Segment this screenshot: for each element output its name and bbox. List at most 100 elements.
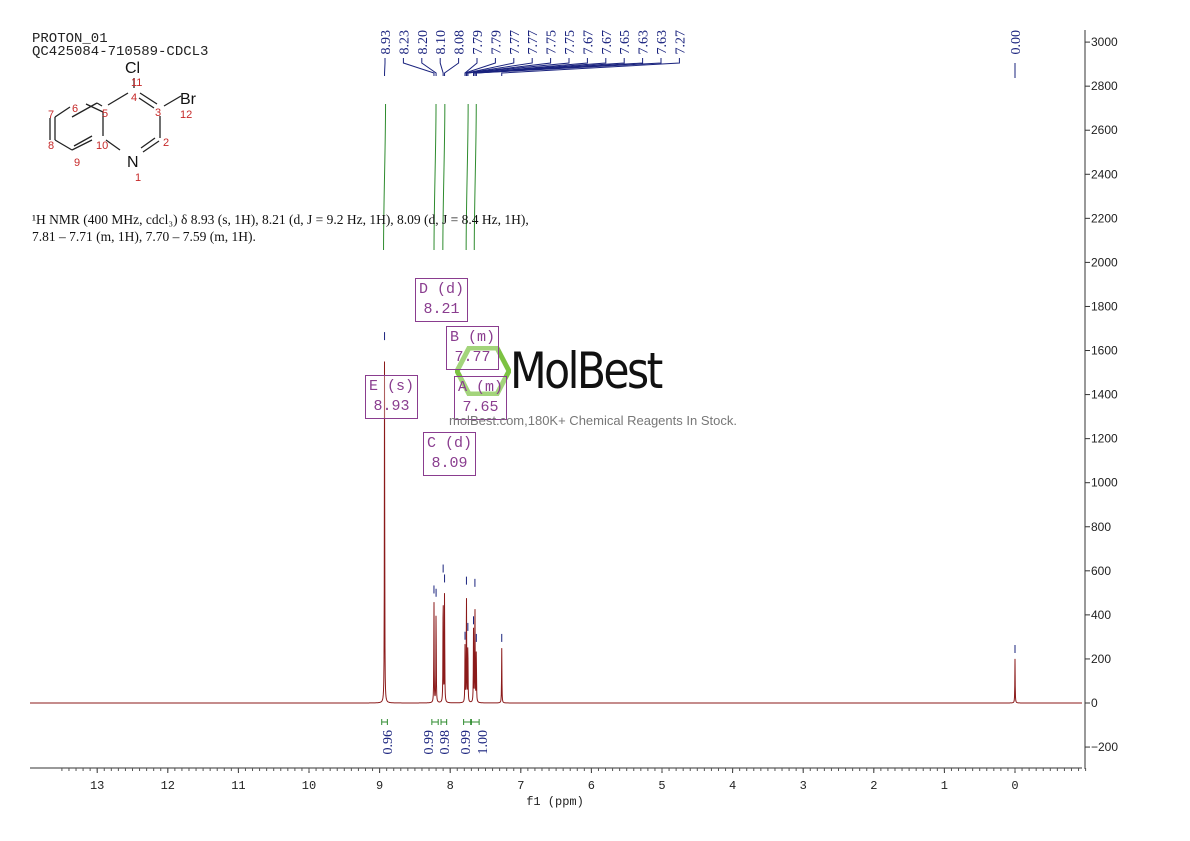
peak-label: 7.77 [508,30,523,55]
peak-label: 7.63 [655,30,670,55]
x-tick-label: 7 [517,779,524,793]
x-axis-title: f1 (ppm) [526,795,584,809]
integral-value: 0.99 [459,730,474,755]
peak-label-connector [464,58,496,76]
y-tick-label: 600 [1091,564,1111,578]
y-tick-label: 2200 [1091,211,1118,225]
peak-label: 7.67 [600,30,615,55]
y-tick-label: 1400 [1091,388,1118,402]
description-line-2: 7.81 – 7.71 (m, 1H), 7.70 – 7.59 (m, 1H)… [32,229,256,244]
sample-id: QC425084-710589-CDCL3 [32,44,209,60]
x-tick-label: 2 [870,779,877,793]
y-tick-label: 1600 [1091,344,1118,358]
integral-curve [465,103,469,251]
peak-label-connector [501,58,680,76]
peak-label-connector [421,58,437,76]
peak-label: 8.10 [434,30,449,55]
integral-value: 0.99 [422,730,437,755]
atom-br: Br [180,91,197,108]
spectrum-trace [30,361,1082,704]
x-tick-label: 8 [447,779,454,793]
y-tick-label: 400 [1091,608,1111,622]
atom-number: 10 [96,140,108,152]
x-tick-label: 11 [231,779,245,793]
y-tick-label: 0 [1091,696,1098,710]
peak-label: 7.27 [673,30,688,55]
atom-number: 2 [163,137,169,149]
atom-cl: Cl [125,60,140,77]
x-tick-label: 3 [800,779,807,793]
atom-n: N [127,154,139,171]
peak-label-connector [439,58,444,76]
y-tick-label: 200 [1091,652,1111,666]
peak-label-connector [465,58,533,76]
y-tick-label: 2800 [1091,79,1118,93]
atom-number: 12 [180,109,192,121]
peak-label: 7.63 [637,30,652,55]
integral-value: 1.00 [476,730,491,755]
description-line-1: ¹H NMR (400 MHz, cdcl₃) δ 8.93 (s, 1H), … [32,212,529,227]
peak-label: 0.00 [1009,30,1024,55]
y-tick-label: 2000 [1091,255,1118,269]
peak-label-connector [402,58,435,76]
experiment-name: PROTON_01 [32,31,108,47]
integral-curve [383,103,387,251]
x-tick-label: 13 [90,779,104,793]
y-tick-label: 1000 [1091,476,1118,490]
peak-label: 7.75 [545,30,560,55]
peak-label: 8.23 [397,30,412,55]
x-tick-label: 5 [658,779,665,793]
watermark-logo-text: MolBest [510,342,663,400]
y-tick-label: −200 [1091,740,1118,754]
multiplet-box-a: A (m) 7.65 [454,376,508,420]
x-tick-label: 10 [302,779,316,793]
watermark-tagline: molBest.com,180K+ Chemical Reagents In S… [449,413,737,428]
atom-number: 11 [131,77,142,89]
peak-label: 7.67 [581,30,596,55]
y-tick-label: 800 [1091,520,1111,534]
y-tick-label: 2600 [1091,123,1118,137]
atom-number: 4 [131,92,137,104]
peak-label: 7.65 [618,30,633,55]
peak-label: 8.93 [379,30,394,55]
integral-curve [473,103,477,251]
atom-number: 5 [102,108,108,120]
x-tick-label: 6 [588,779,595,793]
y-tick-label: 3000 [1091,35,1118,49]
peak-label-connector [444,58,460,76]
chemical-structure [49,78,182,153]
nmr-description: ¹H NMR (400 MHz, cdcl₃) δ 8.93 (s, 1H), … [32,211,529,245]
atom-number: 1 [135,172,141,184]
y-tick-label: 1200 [1091,432,1118,446]
atom-number: 6 [72,103,78,115]
x-tick-label: 0 [1011,779,1018,793]
peak-label-connector [472,58,607,76]
peak-label: 8.08 [453,30,468,55]
peak-label: 7.77 [526,30,541,55]
peak-label: 7.75 [563,30,578,55]
multiplet-box-d: D (d) 8.21 [415,278,469,322]
multiplet-box-e: E (s) 8.93 [365,375,419,419]
multiplet-box-b: B (m) 7.77 [446,326,500,370]
peak-label: 7.79 [489,30,504,55]
integral-curve [442,103,446,251]
x-tick-label: 12 [161,779,175,793]
x-tick-label: 9 [376,779,383,793]
atom-number: 3 [155,107,161,119]
x-tick-label: 1 [941,779,948,793]
integral-value: 0.98 [438,730,453,755]
integral-curve [433,103,437,251]
y-tick-label: 2400 [1091,167,1118,181]
atom-number: 8 [48,140,54,152]
integral-value: 0.96 [381,730,396,755]
y-tick-label: 1800 [1091,299,1118,313]
peak-label-connector [467,58,570,76]
x-tick-label: 4 [729,779,736,793]
atom-number: 9 [74,157,80,169]
peak-label-connector [474,58,625,76]
multiplet-box-c: C (d) 8.09 [423,432,477,476]
peak-label: 8.20 [416,30,431,55]
atom-number: 7 [48,109,54,121]
